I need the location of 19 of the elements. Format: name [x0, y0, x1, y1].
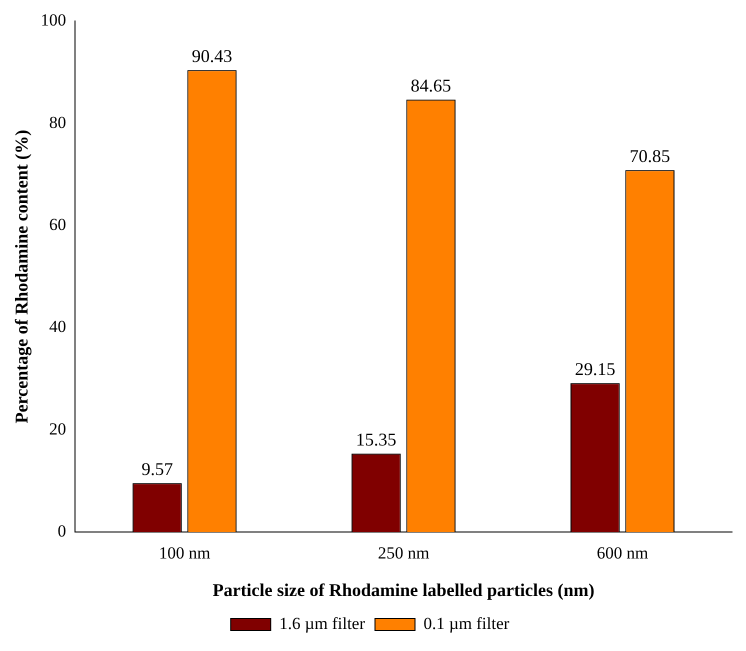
x-tick-label: 100 nm: [158, 544, 210, 563]
data-label: 70.85: [630, 146, 670, 166]
data-label: 15.35: [356, 429, 396, 450]
data-label: 84.65: [410, 75, 452, 96]
y-axis-title: Percentage of Rhodamine content (%): [11, 130, 32, 424]
legend-label: 1.6 µm filter: [279, 614, 366, 633]
y-tick-label: 20: [49, 419, 66, 438]
y-tick-label: 80: [49, 112, 66, 132]
y-tick-label: 0: [58, 521, 66, 540]
y-tick-label: 60: [49, 214, 66, 234]
data-label: 29.15: [574, 358, 616, 379]
x-tick-label: 600 nm: [596, 544, 648, 563]
data-label: 90.43: [192, 46, 232, 66]
y-tick-label: 100: [40, 10, 66, 30]
y-tick-label: 40: [49, 317, 66, 336]
x-tick-label: 250 nm: [378, 544, 430, 563]
x-axis-title: Particle size of Rhodamine labelled particles (nm): [212, 580, 595, 600]
legend-label: 0.1 µm filter: [424, 614, 510, 633]
data-label: 9.57: [141, 458, 173, 479]
